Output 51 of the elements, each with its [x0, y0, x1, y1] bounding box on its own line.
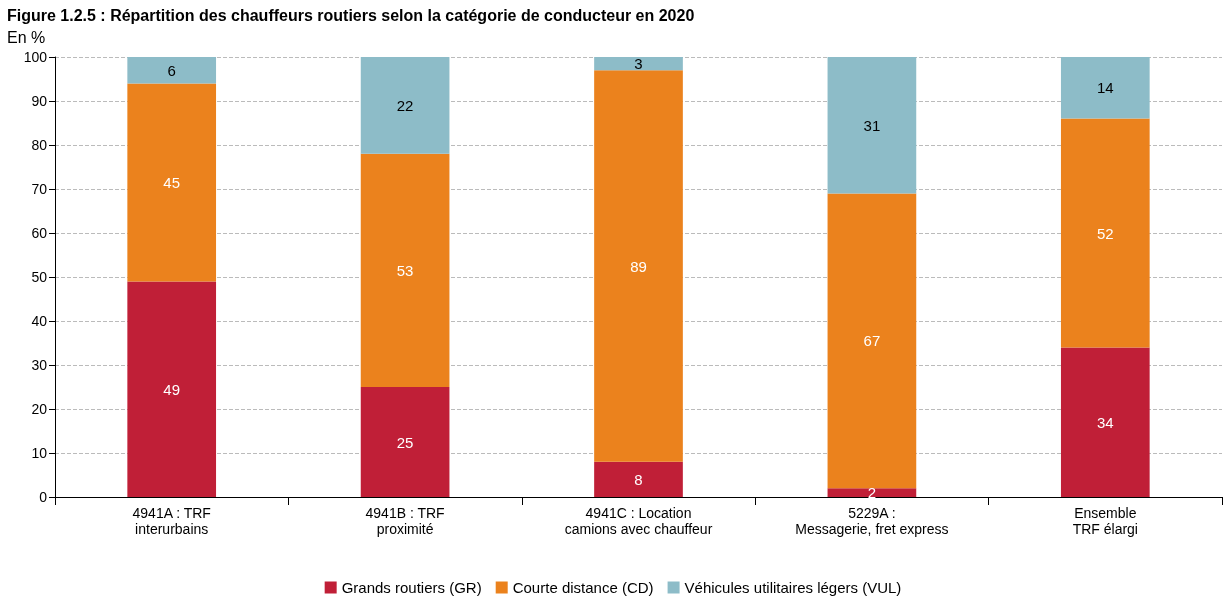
y-tick-label: 40	[31, 313, 48, 329]
y-tick-label: 30	[31, 357, 48, 373]
data-label: 52	[1096, 224, 1114, 242]
data-label: 14	[1096, 79, 1114, 97]
bar	[594, 461, 683, 497]
data-label: 49	[163, 380, 181, 398]
x-tick-label: 4941A : TRF interurbains	[132, 505, 211, 537]
data-label: 6	[167, 61, 176, 79]
bar	[1060, 347, 1150, 497]
y-tick-label: 50	[31, 269, 48, 285]
data-label: 2	[867, 484, 877, 502]
bar	[1060, 118, 1150, 348]
data-label: 8	[634, 470, 643, 488]
data-label: 22	[396, 96, 414, 114]
y-tick-label: 20	[31, 401, 48, 417]
data-label: 34	[1096, 413, 1114, 431]
bar	[594, 70, 683, 462]
data-label: 3	[634, 55, 643, 73]
x-tick-label: Ensemble TRF élargi	[1072, 505, 1138, 537]
data-label: 31	[863, 116, 881, 134]
bar	[127, 281, 217, 497]
data-label: 67	[863, 332, 881, 350]
x-tick-label: 4941B : TRF proximité	[365, 505, 445, 537]
bar	[594, 57, 683, 71]
legend-label: Grands routiers (GR)	[341, 579, 482, 596]
chart-title: Figure 1.2.5 : Répartition des chauffeurs routiers selon la catégorie de conducteur en 2020	[7, 6, 695, 24]
data-label: 25	[396, 433, 414, 451]
y-tick-label: 60	[31, 225, 48, 241]
y-axis-title: En %	[7, 28, 46, 46]
legend-label: Véhicules utilitaires légers (VUL)	[684, 579, 902, 596]
bar	[127, 83, 217, 282]
bar	[827, 193, 917, 489]
bar	[827, 57, 917, 194]
bar	[827, 488, 917, 497]
y-tick-label: 10	[31, 445, 48, 461]
y-tick-label: 80	[31, 137, 48, 153]
bar	[360, 387, 450, 497]
bar	[127, 57, 217, 84]
bar	[1060, 57, 1150, 119]
y-tick-label: 0	[39, 489, 48, 505]
bar	[360, 153, 450, 387]
legend-label: Courte distance (CD)	[512, 579, 654, 596]
bar	[360, 57, 450, 154]
y-tick-label: 100	[23, 49, 48, 65]
y-tick-label: 70	[31, 181, 48, 197]
x-tick-label: 4941C : Location camions avec chauffeur	[564, 505, 713, 537]
data-label: 45	[163, 173, 181, 191]
y-tick-label: 90	[31, 93, 48, 109]
data-label: 53	[396, 261, 414, 279]
x-tick-label: 5229A : Messagerie, fret express	[795, 505, 949, 537]
data-label: 89	[630, 257, 647, 275]
